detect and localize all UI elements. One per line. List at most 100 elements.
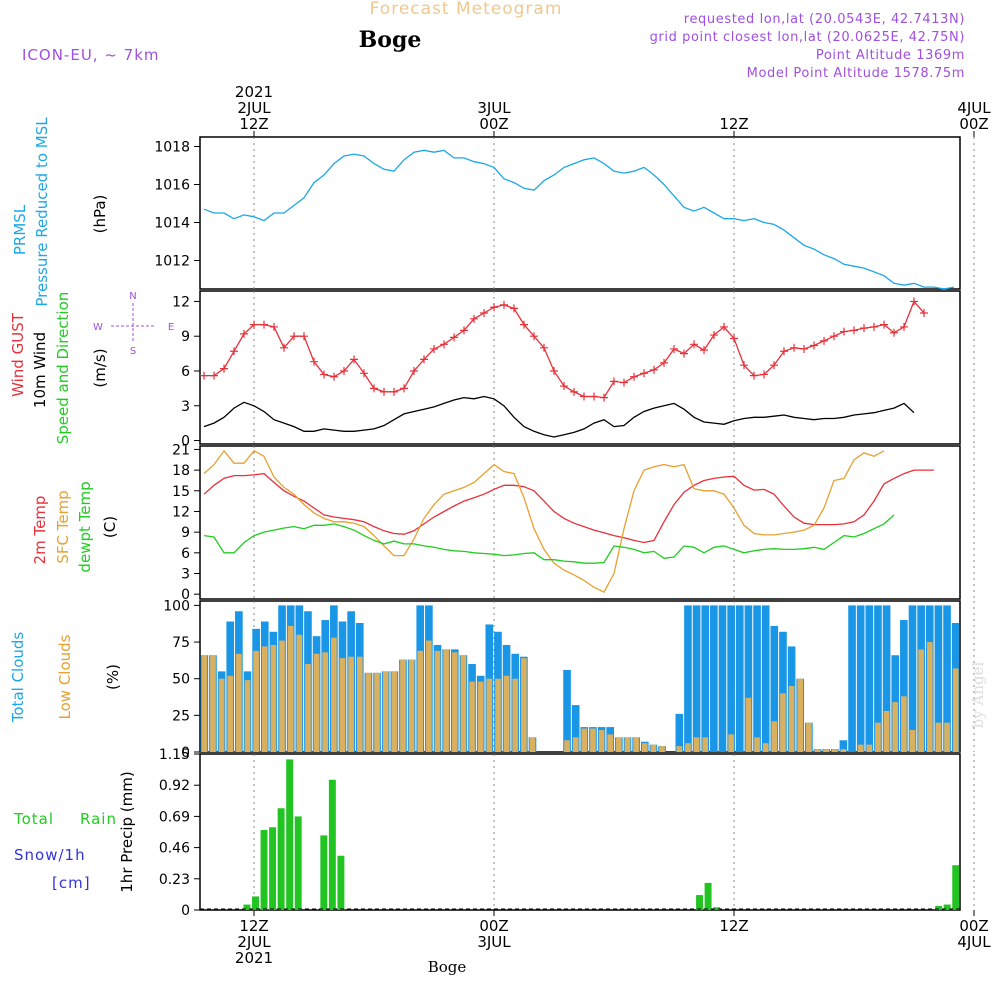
total-cloud-bar — [735, 605, 744, 752]
total-cloud-bar — [848, 605, 856, 752]
low-cloud-bar — [331, 637, 337, 752]
gust-marker — [440, 340, 448, 349]
gust-marker — [580, 392, 588, 401]
total-cloud-bar — [753, 605, 761, 752]
low-cloud-bar — [261, 646, 268, 752]
bottom-time-label: 2JUL — [237, 933, 271, 951]
gust-marker — [600, 393, 608, 402]
total-cloud-bar — [943, 605, 951, 752]
gust-marker — [870, 322, 878, 331]
temperature-ytick-label: 21 — [172, 442, 190, 458]
watermark: by Angel — [969, 661, 987, 728]
gust-marker — [550, 366, 558, 375]
gust-label: Wind GUST — [9, 312, 27, 397]
gust-marker — [640, 369, 648, 378]
gust-marker — [760, 370, 768, 379]
gust-marker — [450, 333, 458, 342]
pressure-ytick-label: 1016 — [154, 178, 190, 194]
total-cloud-bar — [770, 625, 779, 752]
gust-marker — [350, 355, 358, 364]
gust-marker — [210, 371, 218, 380]
gust-marker — [260, 320, 268, 329]
low-cloud-bar — [322, 652, 329, 752]
bottom-time-label: 00Z — [479, 917, 508, 935]
bottom-time-label: 12Z — [239, 917, 268, 935]
total-cloud-bar — [675, 713, 684, 752]
total-cloud-bar — [900, 620, 908, 752]
rain-bar — [952, 865, 960, 910]
low-cloud-bar — [486, 678, 493, 752]
low-cloud-bar — [356, 656, 363, 752]
low-cloud-bar — [529, 737, 536, 752]
sfc-temp-label: SFC Temp — [54, 490, 72, 563]
temperature-ytick-label: 12 — [172, 504, 190, 520]
temperature-ytick-label: 3 — [181, 567, 190, 583]
compass-north: N — [129, 291, 136, 302]
gust-marker — [630, 372, 638, 381]
low-cloud-bar — [831, 749, 838, 752]
gust-marker — [740, 361, 748, 370]
rain-bar — [704, 882, 712, 910]
precip-ytick-label: 0.69 — [159, 809, 190, 825]
gust-marker — [300, 332, 308, 341]
top-time-label: 2JUL — [237, 99, 271, 117]
low-cloud-bar — [408, 659, 415, 752]
top-time-label: 12Z — [719, 115, 748, 133]
temp2m-label: 2m Temp — [31, 496, 49, 565]
low-cloud-bar — [365, 672, 372, 752]
rain-bar — [713, 907, 721, 910]
rain-bar — [286, 759, 294, 910]
low-cloud-bar — [797, 678, 804, 752]
time-axis-bottom: 12Z2JUL202100Z3JUL12Z00Z4JUL12Z00Z5JUL — [235, 910, 991, 967]
temp-unit: (C) — [101, 516, 119, 538]
model-altitude: Model Point Altitude 1578.75m — [747, 66, 965, 81]
total-cloud-bar — [718, 605, 727, 752]
gust-marker — [420, 355, 428, 364]
precip-total-label: Total — [13, 810, 54, 828]
pressure-line — [203, 149, 955, 290]
gust-marker — [370, 384, 378, 393]
precip-panel: 0 0.23 0.46 0.69 0.92 1.15 — [159, 747, 975, 919]
gust-marker — [920, 309, 928, 318]
gust-marker — [620, 378, 628, 387]
precip-ytick-label: 0 — [181, 903, 190, 919]
low-cloud-bar — [952, 668, 959, 752]
gust-marker — [410, 366, 418, 375]
low-cloud-bar — [590, 728, 596, 752]
total-cloud-bar — [839, 740, 848, 752]
rain-bar — [269, 827, 277, 910]
pressure-label-2: Pressure Reduced to MSL — [33, 117, 51, 307]
gust-marker — [800, 344, 808, 353]
gust-marker — [670, 344, 678, 353]
low-cloud-bar — [650, 744, 657, 752]
low-cloud-bar — [236, 653, 242, 752]
wind-ytick-label: 3 — [181, 399, 190, 415]
low-cloud-bar — [244, 680, 251, 752]
total-cloud-bar — [761, 605, 770, 752]
gust-marker — [750, 371, 758, 380]
gust-marker — [900, 322, 908, 331]
gust-marker — [910, 297, 918, 306]
total-cloud-bar — [701, 605, 710, 752]
low-cloud-bar — [287, 625, 294, 752]
bottom-time-label: 12Z — [719, 917, 748, 935]
total-cloud-bar — [856, 605, 865, 752]
time-axis-top: 20212JUL12Z3JUL00Z12Z4JUL00Z12Z5JUL00Z — [235, 83, 991, 137]
compass-rose: N S W E — [93, 291, 174, 357]
low-cloud-bar — [883, 710, 890, 752]
gust-marker — [880, 320, 888, 329]
clouds-panel: 0 25 50 75 100 — [163, 598, 975, 761]
low-cloud-bar — [521, 658, 527, 752]
gust-marker — [220, 364, 228, 373]
low-cloud-bar — [434, 650, 441, 752]
precip-rain-label: Rain — [80, 810, 117, 828]
rain-bar — [252, 896, 259, 910]
pressure-label-1: PRMSL — [11, 204, 29, 255]
low-cloud-bar — [918, 649, 924, 752]
precip-ytick-label: 0.23 — [159, 872, 190, 888]
gust-marker — [690, 340, 698, 349]
wind-label: 10m Wind — [31, 332, 49, 408]
total-cloud-bar — [744, 605, 753, 752]
low-cloud-bar — [857, 744, 864, 752]
low-cloud-bar — [581, 728, 588, 752]
